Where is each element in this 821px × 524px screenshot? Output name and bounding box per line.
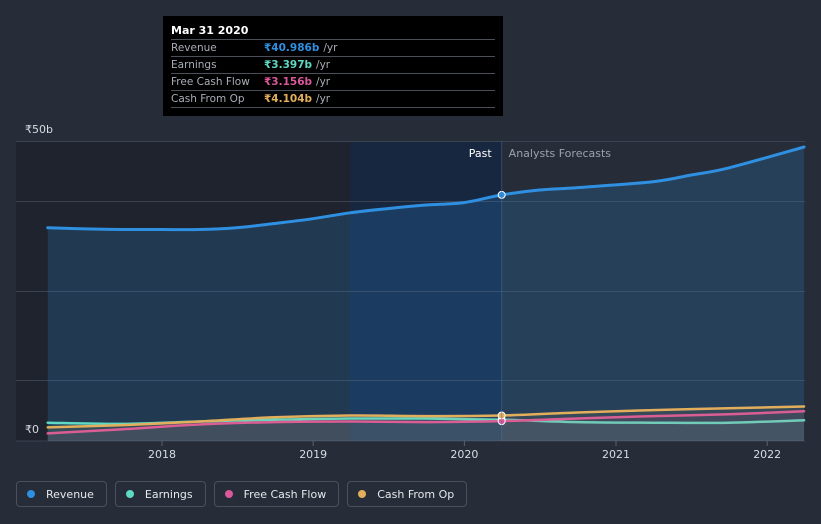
- tooltip-row-cash-from-op: Cash From Op ₹4.104b /yr: [171, 90, 495, 108]
- legend-label: Revenue: [46, 487, 94, 501]
- tooltip-unit: /yr: [316, 93, 331, 105]
- tooltip-date: Mar 31 2020: [171, 24, 249, 37]
- chart-area: Past Analysts Forecasts ₹50b ₹0 2018 2019 2020…: [16, 123, 806, 461]
- legend-swatch: [358, 490, 367, 498]
- past-label: Past: [469, 147, 493, 160]
- x-tick-label: 2022: [753, 448, 781, 461]
- tooltip-row-revenue: Revenue ₹40.986b /yr: [171, 39, 495, 56]
- tooltip-value: ₹3.397b: [264, 59, 313, 71]
- legend-item-cash-from-op[interactable]: Cash From Op: [347, 481, 468, 507]
- legend-swatch: [27, 490, 35, 498]
- y-tick-label: ₹0: [25, 423, 39, 436]
- x-tick-label: 2018: [148, 448, 176, 461]
- series-line-cash-from-op: [46, 405, 806, 429]
- series-area-cash-from-op: [47, 406, 805, 441]
- tooltip-row-free-cash-flow: Free Cash Flow ₹3.156b /yr: [171, 73, 495, 90]
- tooltip-unit: /yr: [323, 42, 338, 54]
- legend-label: Earnings: [144, 487, 193, 501]
- forecast-label: Analysts Forecasts: [509, 147, 612, 160]
- legend: Revenue Earnings Free Cash Flow Cash Fro…: [16, 481, 468, 507]
- tooltip-value: ₹4.104b: [264, 93, 313, 105]
- legend-item-revenue[interactable]: Revenue: [16, 481, 107, 507]
- tooltip-unit: /yr: [316, 59, 331, 71]
- tooltip: Mar 31 2020 Revenue ₹40.986b /yr Earning…: [163, 16, 503, 116]
- tooltip-value: ₹3.156b: [264, 76, 313, 88]
- x-tick-label: 2021: [602, 448, 630, 461]
- y-tick-label: ₹50b: [25, 123, 53, 136]
- legend-label: Free Cash Flow: [243, 487, 327, 501]
- series-area-free-cash-flow: [47, 411, 805, 441]
- legend-swatch: [224, 490, 233, 498]
- tooltip-label: Cash From Op: [171, 93, 245, 105]
- series-line-free-cash-flow: [46, 410, 806, 435]
- tooltip-unit: /yr: [316, 76, 331, 88]
- legend-label: Cash From Op: [377, 487, 455, 501]
- x-tick-label: 2019: [299, 448, 327, 461]
- tooltip-label: Free Cash Flow: [171, 76, 250, 88]
- tooltip-label: Revenue: [171, 42, 217, 54]
- legend-item-earnings[interactable]: Earnings: [114, 481, 206, 507]
- tooltip-value: ₹40.986b: [264, 42, 320, 54]
- series-line-revenue: [46, 145, 806, 232]
- legend-swatch: [125, 490, 134, 498]
- revenue-area: [47, 147, 805, 441]
- tooltip-label: Earnings: [171, 59, 217, 71]
- tooltip-row-earnings: Earnings ₹3.397b /yr: [171, 56, 495, 73]
- legend-item-free-cash-flow[interactable]: Free Cash Flow: [213, 481, 340, 507]
- x-tick-label: 2020: [450, 448, 478, 461]
